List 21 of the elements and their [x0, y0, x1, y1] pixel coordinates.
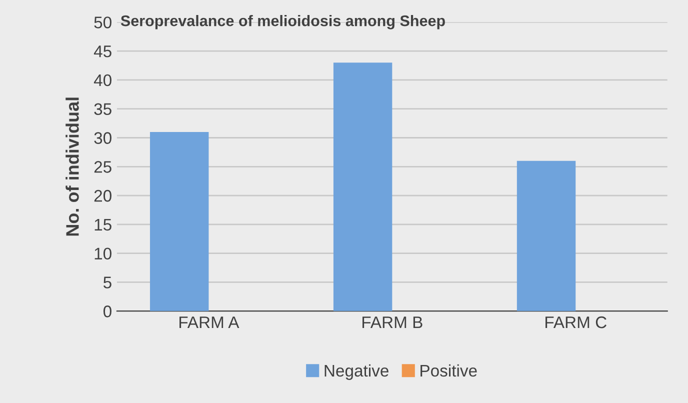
chart-title: Seroprevalance of melioidosis among Sheep [120, 15, 445, 30]
bar [516, 160, 576, 312]
y-tick-label: 5 [103, 276, 112, 288]
bar [333, 62, 392, 312]
y-tick-label: 15 [94, 219, 112, 231]
legend-label: Negative [324, 364, 388, 380]
legend-label: Positive [420, 364, 477, 377]
y-tick-label: 0 [103, 306, 112, 318]
bar [150, 132, 209, 312]
x-tick-label: FARM C [546, 316, 606, 328]
y-tick-label: 30 [94, 132, 112, 144]
y-axis-title: No. of individual [66, 98, 79, 236]
x-tick-label: FARM B [362, 316, 422, 328]
y-tick-label: 50 [94, 16, 112, 28]
x-tick-label: FARM A [179, 316, 240, 328]
y-tick-label: 45 [94, 46, 112, 58]
y-tick-label: 25 [94, 161, 112, 173]
y-tick-label: 40 [94, 74, 112, 86]
y-tick-label: 20 [94, 190, 112, 202]
y-tick-label: 10 [94, 248, 112, 260]
y-tick-label: 35 [94, 103, 112, 116]
